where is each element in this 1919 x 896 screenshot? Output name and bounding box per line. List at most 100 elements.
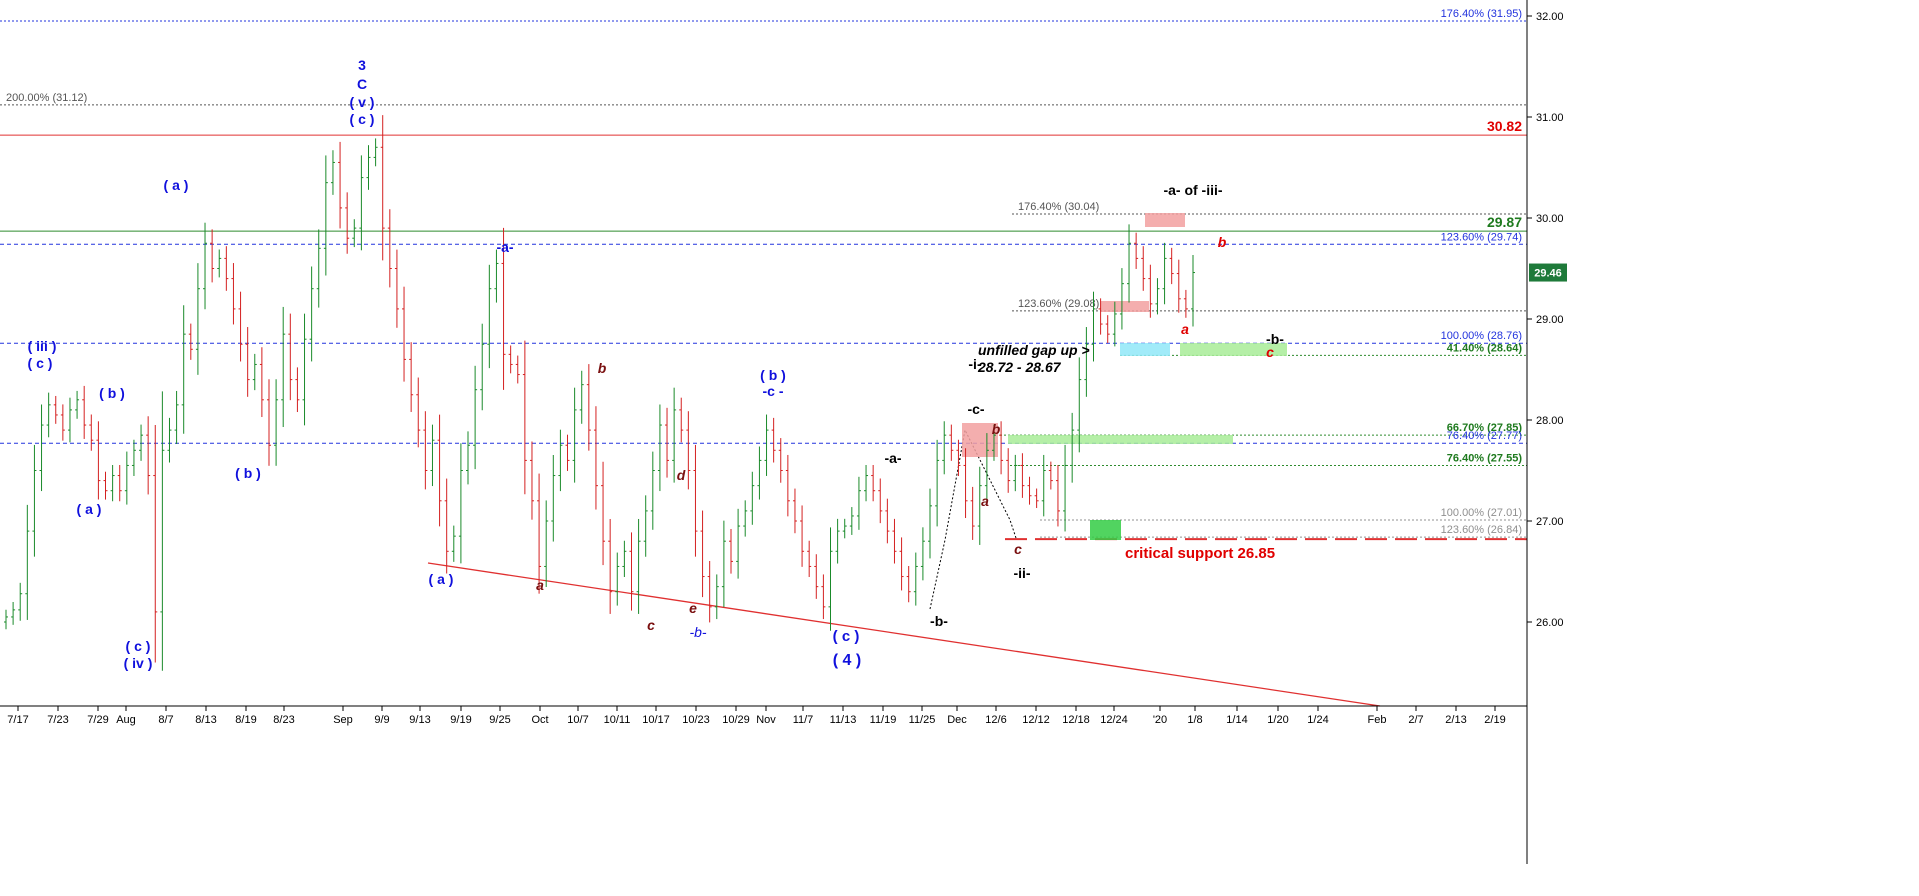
level-label: 123.60% (29.74) xyxy=(1441,231,1522,243)
wave-label: -a- xyxy=(496,239,513,255)
wave-annotations: 3C( v )( c )( a )( iii )( c )( b )( a )(… xyxy=(28,57,1285,671)
wave-label: ( b ) xyxy=(99,385,125,401)
wave-label: ( a ) xyxy=(164,177,189,193)
y-tick-label: 31.00 xyxy=(1536,112,1564,124)
x-tick-label: 11/19 xyxy=(870,714,897,726)
x-tick-label: 8/7 xyxy=(158,714,173,726)
highlight-zone xyxy=(1145,213,1185,227)
y-tick-label: 30.00 xyxy=(1536,213,1564,225)
wave-label: 3 xyxy=(358,57,366,73)
wave-label: c xyxy=(1014,541,1022,557)
x-tick-label: 9/13 xyxy=(409,714,430,726)
wave-label: b xyxy=(992,421,1001,437)
wave-label: b xyxy=(1218,234,1227,250)
wave-label: c xyxy=(1266,344,1274,360)
wave-label: a xyxy=(1181,321,1189,337)
x-tick-label: 11/7 xyxy=(793,714,814,726)
highlight-zone xyxy=(1180,343,1287,356)
x-tick-label: 1/20 xyxy=(1267,714,1288,726)
wave-label: 28.72 - 28.67 xyxy=(977,359,1062,375)
wave-label: ( c ) xyxy=(833,628,860,645)
wave-label: e xyxy=(689,600,697,616)
x-tick-label: '20 xyxy=(1153,714,1167,726)
wave-label: ( iv ) xyxy=(124,655,153,671)
wave-label: ( c ) xyxy=(28,355,53,371)
level-label: 176.40% (30.04) xyxy=(1018,201,1099,213)
last-price-tag xyxy=(1529,263,1567,282)
wave-label: ( b ) xyxy=(760,367,786,383)
wave-label: ( 4 ) xyxy=(833,652,861,669)
x-tick-label: 7/29 xyxy=(87,714,108,726)
wave-label: -ii- xyxy=(1013,565,1030,581)
x-tick-label: 7/17 xyxy=(7,714,28,726)
x-tick-label: 9/9 xyxy=(374,714,389,726)
level-label: 123.60% (29.08) xyxy=(1018,298,1099,310)
wave-label: -i- xyxy=(968,356,982,372)
x-tick-label: 12/24 xyxy=(1100,714,1128,726)
level-label: 29.87 xyxy=(1487,214,1522,230)
wave-label: -a- xyxy=(884,450,901,466)
x-tick-label: 8/19 xyxy=(235,714,256,726)
level-label: 100.00% (27.01) xyxy=(1441,507,1522,519)
wave-label: -c - xyxy=(763,383,784,399)
x-tick-label: 10/11 xyxy=(604,714,631,726)
level-label: 176.40% (31.95) xyxy=(1441,8,1522,20)
wave-label: d xyxy=(677,467,686,483)
wave-label: ( a ) xyxy=(77,501,102,517)
level-label: 30.82 xyxy=(1487,118,1522,134)
y-tick-label: 29.00 xyxy=(1536,314,1564,326)
x-tick-label: 1/24 xyxy=(1307,714,1328,726)
x-tick-label: 2/13 xyxy=(1445,714,1466,726)
level-lines: 176.40% (31.95) 200.00% (31.12) 30.82 176.4… xyxy=(0,8,1527,707)
x-tick-label: 2/19 xyxy=(1484,714,1505,726)
trend-line xyxy=(427,562,1381,707)
level-label: 41.40% (28.64) xyxy=(1447,342,1523,354)
highlight-zone xyxy=(1090,520,1121,540)
level-label: 76.40% (27.77) xyxy=(1447,430,1522,442)
x-tick-label: 2/7 xyxy=(1408,714,1423,726)
price-candles xyxy=(4,115,1195,671)
x-tick-label: 1/8 xyxy=(1187,714,1202,726)
x-tick-label: Feb xyxy=(1368,714,1387,726)
axes: 26.00 27.00 28.00 29.00 30.00 31.00 32.00 7/17 7… xyxy=(0,0,1567,864)
wave-label: -b- xyxy=(930,613,948,629)
x-tick-label: 11/25 xyxy=(909,714,936,726)
highlight-zone xyxy=(1008,435,1233,444)
x-tick-label: 10/7 xyxy=(567,714,588,726)
y-tick-label: 27.00 xyxy=(1536,516,1564,528)
wave-label: -a- of -iii- xyxy=(1163,182,1222,198)
x-tick-label: Oct xyxy=(531,714,548,726)
level-label: 200.00% (31.12) xyxy=(6,92,87,104)
wave-label: ( v ) xyxy=(350,94,375,110)
x-tick-label: 10/23 xyxy=(682,714,710,726)
x-tick-label: Nov xyxy=(756,714,776,726)
x-tick-label: 12/6 xyxy=(985,714,1006,726)
wave-label: -b- xyxy=(689,624,706,640)
x-tick-label: 9/25 xyxy=(489,714,510,726)
x-tick-label: 12/18 xyxy=(1062,714,1090,726)
wave-label: ( a ) xyxy=(429,571,454,587)
x-tick-label: 8/23 xyxy=(273,714,294,726)
y-tick-label: 32.00 xyxy=(1536,11,1564,23)
highlight-zone xyxy=(1120,343,1170,356)
x-tick-label: 11/13 xyxy=(830,714,857,726)
wave-label: a xyxy=(536,577,544,593)
wave-label: -b- xyxy=(1266,331,1284,347)
x-tick-label: Dec xyxy=(947,714,967,726)
highlight-zone xyxy=(962,423,998,457)
x-tick-label: 10/29 xyxy=(722,714,750,726)
x-tick-label: 8/13 xyxy=(195,714,216,726)
highlight-zones xyxy=(962,213,1287,540)
wave-label: a xyxy=(981,493,989,509)
level-label: 123.60% (26.84) xyxy=(1441,524,1522,536)
x-tick-label: Sep xyxy=(333,714,353,726)
wave-label: unfilled gap up > xyxy=(978,342,1090,358)
wave-label: ( b ) xyxy=(235,465,261,481)
level-label: 76.40% (27.55) xyxy=(1447,452,1523,464)
wave-label: b xyxy=(598,360,607,376)
last-price-label: 29.46 xyxy=(1534,268,1562,280)
highlight-zone xyxy=(1101,301,1149,312)
wave-label: ( c ) xyxy=(350,111,375,127)
x-tick-label: 7/23 xyxy=(47,714,68,726)
